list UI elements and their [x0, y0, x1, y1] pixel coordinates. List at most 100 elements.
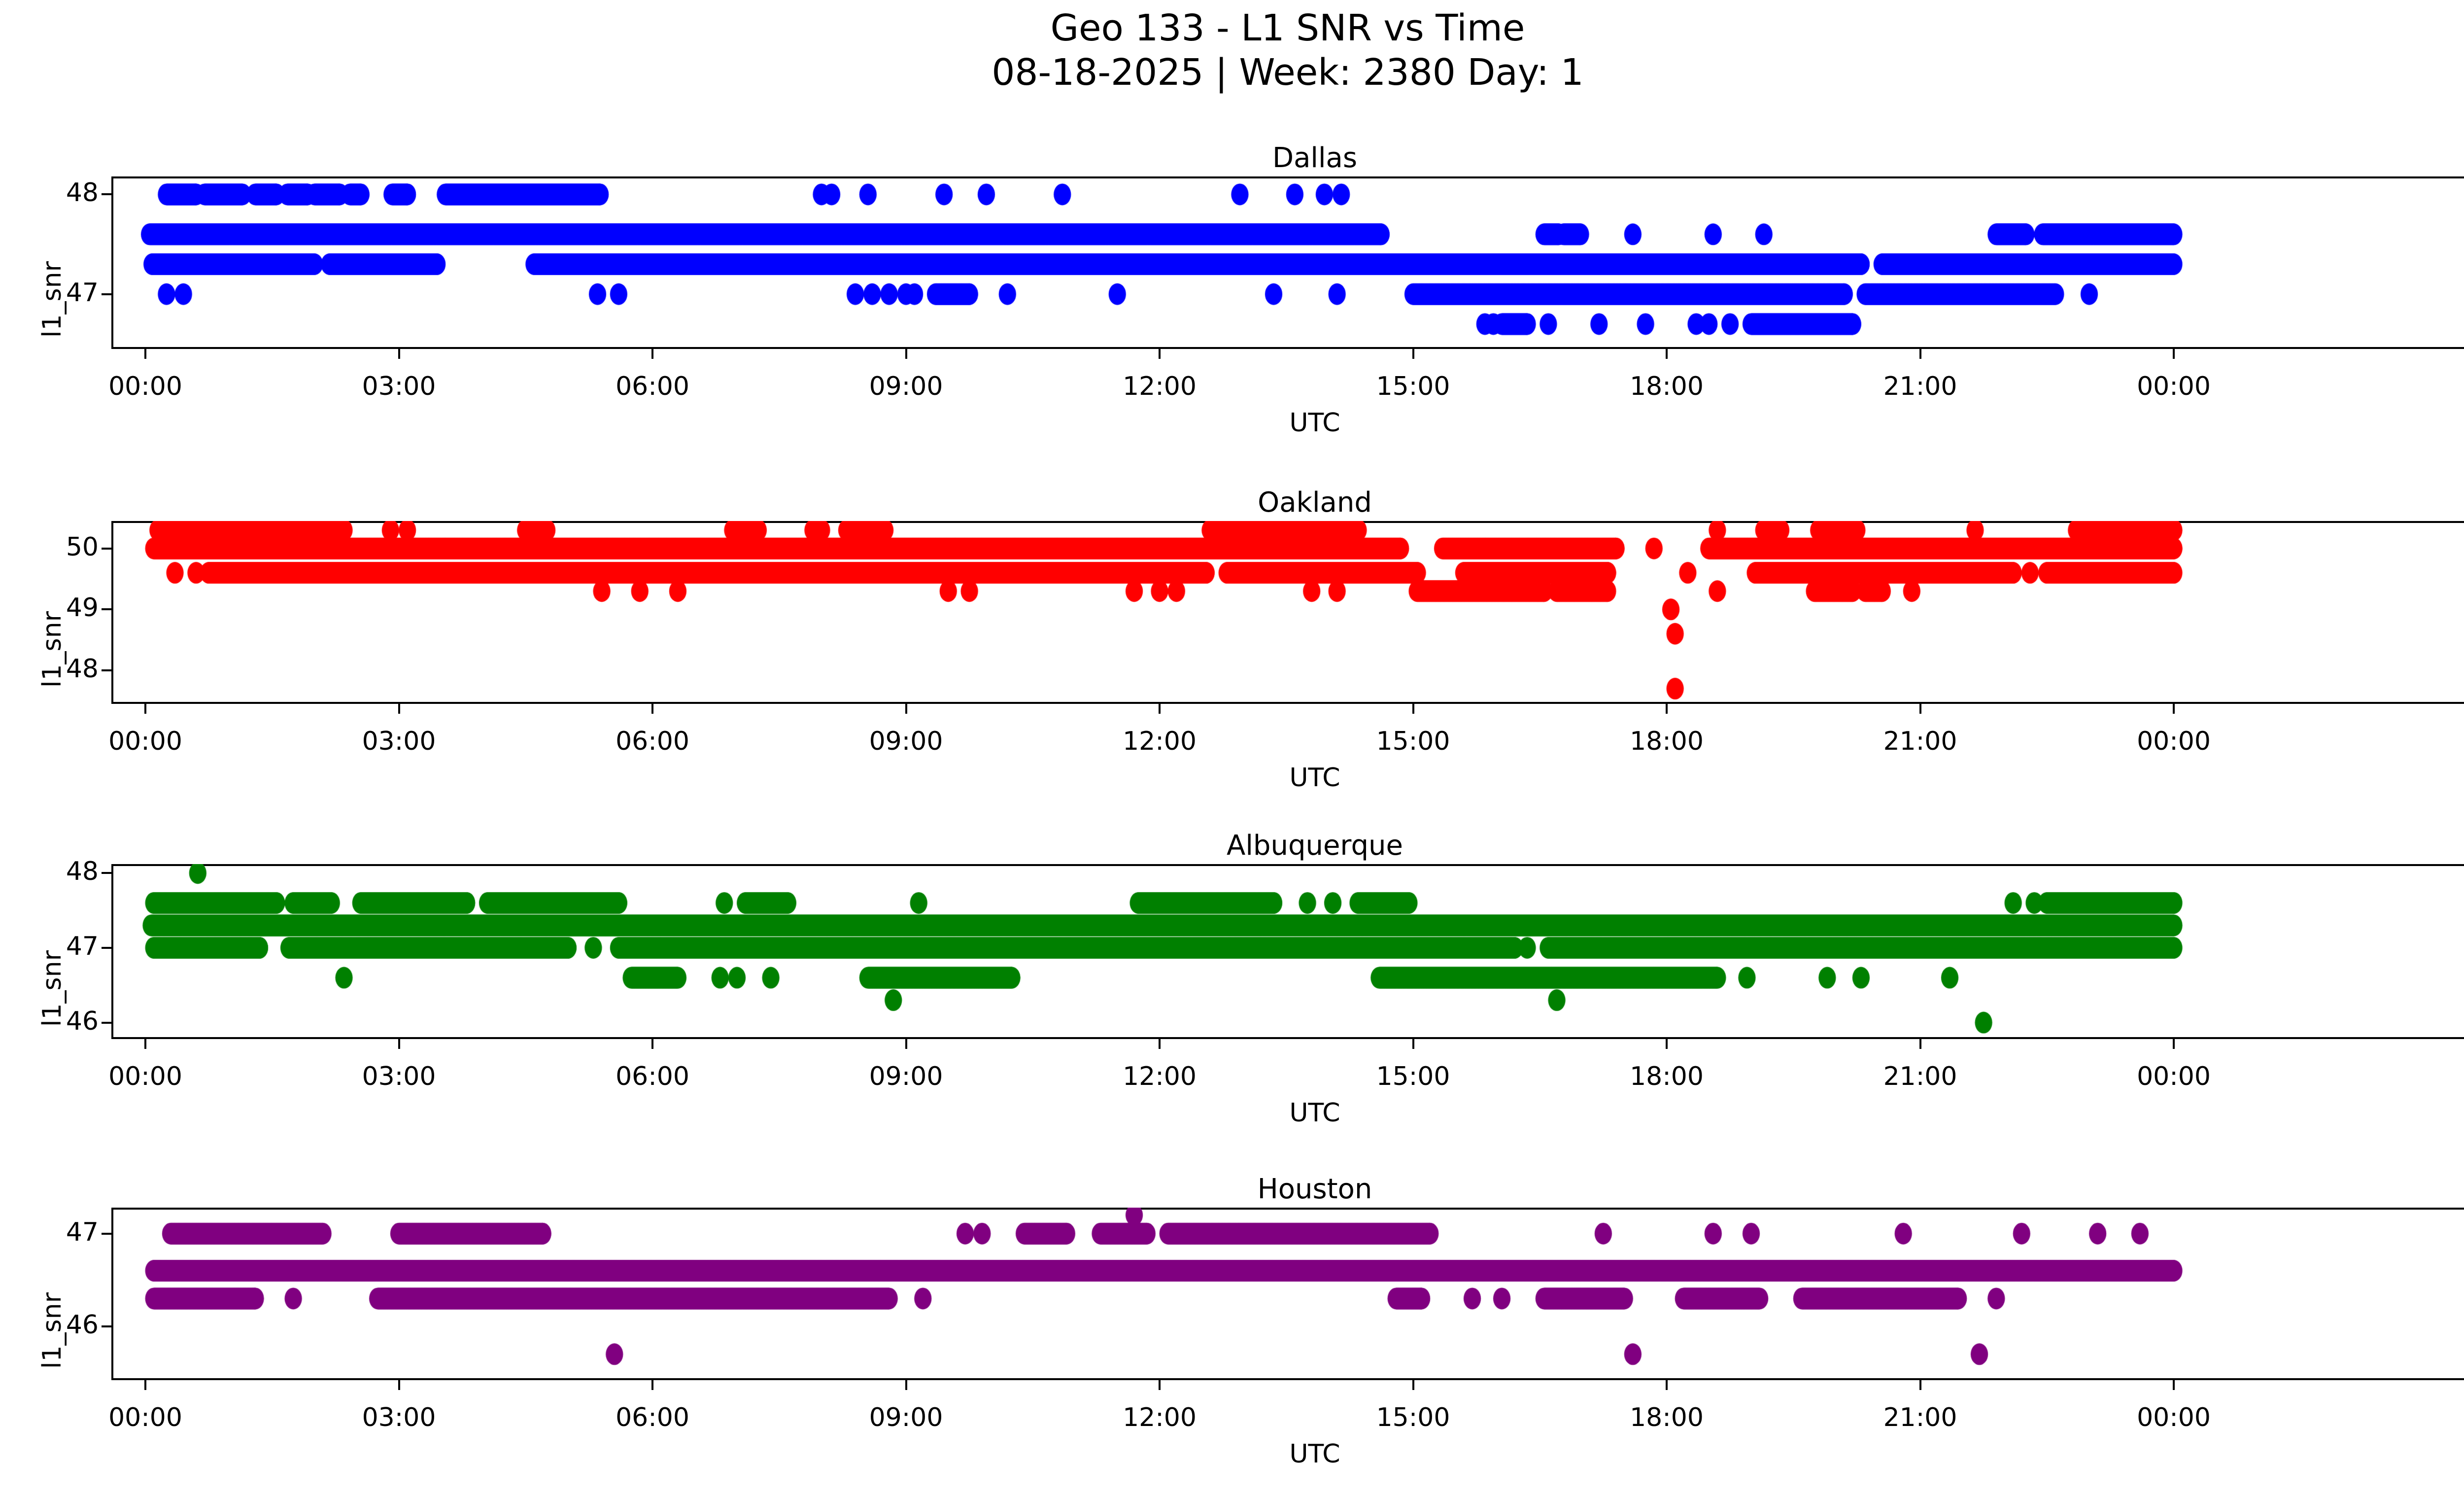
- xtick-label: 06:00: [616, 727, 689, 756]
- x-axis-label: UTC: [1289, 408, 1340, 438]
- xtick-mark: [1919, 1380, 1921, 1390]
- xtick-mark: [144, 1039, 146, 1049]
- ytick-mark: [102, 1021, 111, 1024]
- ytick-label: 47: [66, 278, 99, 308]
- y-axis-label: l1_snr: [37, 611, 67, 688]
- x-axis-label: UTC: [1289, 1439, 1340, 1469]
- subplot-title-dallas: Dallas: [1272, 142, 1358, 174]
- xtick-mark: [1159, 704, 1161, 714]
- xtick-mark: [1666, 1380, 1668, 1390]
- xtick-label: 18:00: [1630, 727, 1704, 756]
- xtick-mark: [1919, 1039, 1921, 1049]
- ytick-mark: [102, 1232, 111, 1235]
- xtick-mark: [905, 1380, 907, 1390]
- xtick-label: 06:00: [616, 372, 689, 401]
- ytick-mark: [102, 669, 111, 671]
- xtick-mark: [2173, 1380, 2175, 1390]
- xtick-mark: [398, 1039, 400, 1049]
- xtick-mark: [1412, 1039, 1414, 1049]
- subplot-title-albuquerque: Albuquerque: [1227, 830, 1403, 862]
- xtick-label: 00:00: [2137, 1403, 2211, 1432]
- subplot-albuquerque: Albuquerque 48 47 46 l1_snr 00:00 03:00 06:00 09…: [37, 830, 2464, 1128]
- scatter-canvas-dallas: [111, 176, 2464, 349]
- suptitle-line-1: Geo 133 - L1 SNR vs Time: [1050, 7, 1525, 49]
- xtick-label: 00:00: [2137, 372, 2211, 401]
- xtick-label: 21:00: [1883, 727, 1957, 756]
- ytick-label: 48: [66, 857, 99, 887]
- xtick-mark: [905, 349, 907, 359]
- xtick-label: 09:00: [869, 1062, 943, 1091]
- xtick-label: 18:00: [1630, 1062, 1704, 1091]
- xtick-mark: [651, 1039, 653, 1049]
- xtick-mark: [144, 704, 146, 714]
- figure-suptitle: Geo 133 - L1 SNR vs Time 08-18-2025 | We…: [0, 6, 2464, 95]
- xtick-mark: [2173, 1039, 2175, 1049]
- xtick-mark: [1159, 1039, 1161, 1049]
- ytick-label: 49: [66, 593, 99, 623]
- ytick-label: 50: [66, 532, 99, 562]
- scatter-canvas-houston: [111, 1208, 2464, 1380]
- y-axis-label: l1_snr: [37, 261, 67, 338]
- x-axis-label: UTC: [1289, 1098, 1340, 1128]
- xtick-label: 06:00: [616, 1403, 689, 1432]
- xtick-label: 03:00: [362, 1062, 436, 1091]
- xtick-mark: [2173, 349, 2175, 359]
- xtick-mark: [651, 349, 653, 359]
- subplot-title-houston: Houston: [1257, 1173, 1372, 1205]
- xtick-mark: [651, 704, 653, 714]
- y-axis-label: l1_snr: [37, 1292, 67, 1369]
- xtick-mark: [905, 1039, 907, 1049]
- xtick-mark: [398, 349, 400, 359]
- xtick-label: 18:00: [1630, 1403, 1704, 1432]
- xtick-label: 03:00: [362, 1403, 436, 1432]
- xtick-label: 18:00: [1630, 372, 1704, 401]
- ytick-label: 46: [66, 1310, 99, 1340]
- xtick-mark: [1412, 349, 1414, 359]
- ytick-mark: [102, 293, 111, 295]
- xtick-mark: [1412, 704, 1414, 714]
- xtick-mark: [1159, 1380, 1161, 1390]
- xtick-mark: [1666, 1039, 1668, 1049]
- ytick-label: 46: [66, 1006, 99, 1036]
- xtick-label: 21:00: [1883, 1062, 1957, 1091]
- ytick-label: 48: [66, 654, 99, 684]
- xtick-mark: [144, 1380, 146, 1390]
- xtick-label: 00:00: [2137, 1062, 2211, 1091]
- xtick-mark: [1666, 704, 1668, 714]
- subplot-dallas: Dallas 48 47 l1_snr 00:00 03:00 06:00 09:00 12:0…: [37, 142, 2464, 438]
- xtick-mark: [2173, 704, 2175, 714]
- subplot-oakland: Oakland 50 49 48 l1_snr 00:00 03:00 06:00 09:00 1…: [37, 487, 2464, 793]
- xtick-label: 03:00: [362, 372, 436, 401]
- xtick-label: 12:00: [1123, 1062, 1197, 1091]
- suptitle-line-2: 08-18-2025 | Week: 2380 Day: 1: [992, 51, 1584, 94]
- y-axis-label: l1_snr: [37, 950, 67, 1027]
- xtick-mark: [1666, 349, 1668, 359]
- ytick-label: 47: [66, 1217, 99, 1247]
- xtick-mark: [1159, 349, 1161, 359]
- ytick-label: 48: [66, 178, 99, 208]
- x-axis-label: UTC: [1289, 763, 1340, 793]
- xtick-label: 15:00: [1376, 1062, 1450, 1091]
- xtick-label: 00:00: [108, 1062, 182, 1091]
- xtick-label: 00:00: [108, 1403, 182, 1432]
- ytick-mark: [102, 872, 111, 874]
- scatter-canvas-albuquerque: [111, 864, 2464, 1039]
- xtick-label: 21:00: [1883, 1403, 1957, 1432]
- xtick-label: 09:00: [869, 727, 943, 756]
- xtick-label: 12:00: [1123, 727, 1197, 756]
- subplot-houston: Houston 47 46 l1_snr 00:00 03:00 06:00 09:00 12:…: [37, 1173, 2464, 1469]
- xtick-label: 09:00: [869, 1403, 943, 1432]
- scatter-canvas-oakland: [111, 521, 2464, 704]
- xtick-label: 12:00: [1123, 1403, 1197, 1432]
- xtick-label: 00:00: [2137, 727, 2211, 756]
- xtick-mark: [905, 704, 907, 714]
- ytick-mark: [102, 946, 111, 949]
- xtick-mark: [1412, 1380, 1414, 1390]
- xtick-mark: [398, 1380, 400, 1390]
- xtick-mark: [144, 349, 146, 359]
- xtick-mark: [398, 704, 400, 714]
- xtick-label: 06:00: [616, 1062, 689, 1091]
- xtick-label: 21:00: [1883, 372, 1957, 401]
- xtick-label: 00:00: [108, 727, 182, 756]
